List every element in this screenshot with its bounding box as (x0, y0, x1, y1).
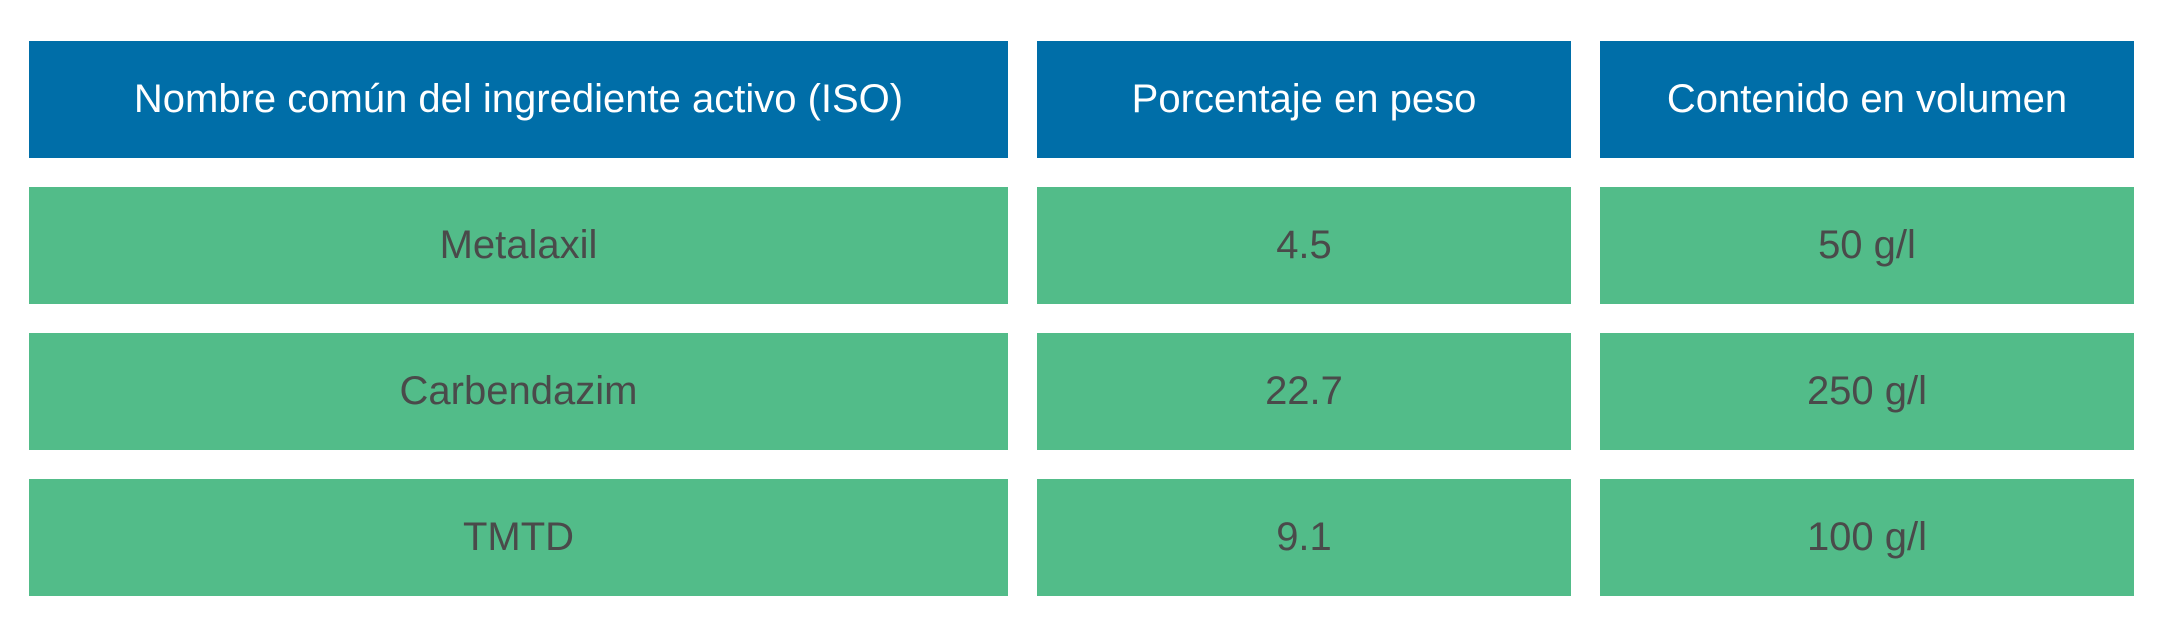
header-cell-ingredient: Nombre común del ingrediente activo (ISO… (29, 41, 1008, 158)
ingredients-table: Nombre común del ingrediente activo (ISO… (29, 41, 2134, 596)
table-cell-ingredient: TMTD (29, 479, 1008, 596)
table-cell-weight-percentage: 4.5 (1037, 187, 1571, 304)
table-cell-volume-content: 100 g/l (1600, 479, 2134, 596)
table-cell-volume-content: 50 g/l (1600, 187, 2134, 304)
table-cell-ingredient: Metalaxil (29, 187, 1008, 304)
table-cell-ingredient: Carbendazim (29, 333, 1008, 450)
table-cell-weight-percentage: 9.1 (1037, 479, 1571, 596)
header-cell-volume-content: Contenido en volumen (1600, 41, 2134, 158)
table-cell-volume-content: 250 g/l (1600, 333, 2134, 450)
table-cell-weight-percentage: 22.7 (1037, 333, 1571, 450)
header-cell-weight-percentage: Porcentaje en peso (1037, 41, 1571, 158)
